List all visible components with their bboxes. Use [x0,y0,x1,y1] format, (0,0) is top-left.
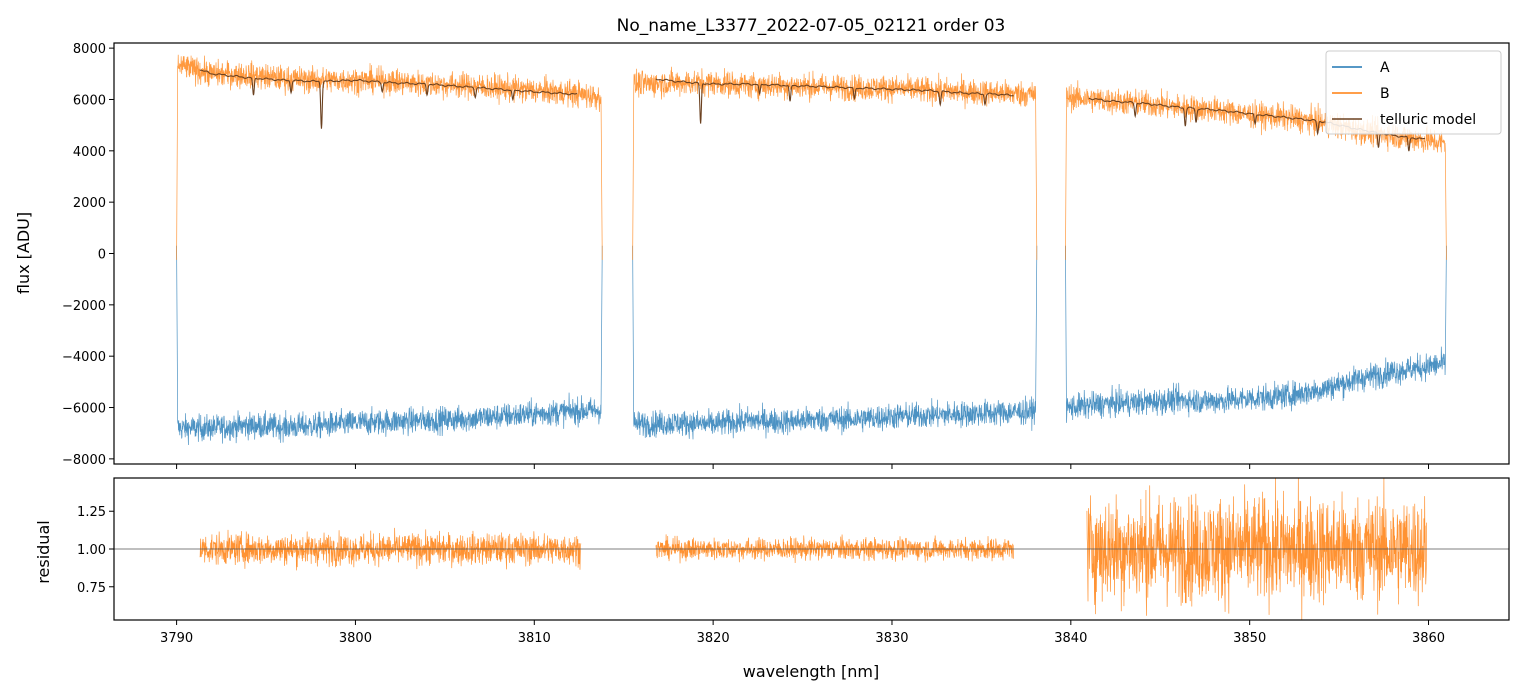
legend-label-a: A [1380,60,1390,76]
series-a-segment-3 [1065,245,1447,423]
x-tick-label: 3790 [160,631,193,646]
residual-y-tick-label: 1.00 [77,543,106,558]
residual-segment-1 [199,527,582,571]
x-tick-label: 3800 [339,631,372,646]
residual-y-tick-label: 0.75 [77,581,106,596]
flux-y-ticks: −8000 −6000 −4000 −2000 0 2000 4000 6000 8000 [62,42,114,468]
residual-series-group [114,478,1509,620]
residual-x-ticks: 3790 3800 3810 3820 3830 3840 3850 3860 [160,620,1445,646]
series-telluric-segment-2 [655,78,1014,124]
flux-y-tick-label: 4000 [73,145,106,160]
legend: A B telluric model [1325,50,1502,135]
x-tick-label: 3840 [1054,631,1087,646]
residual-y-tick-label: 1.25 [77,505,106,520]
flux-y-tick-label: 0 [98,248,106,263]
residual-y-axis-label: residual [34,520,53,583]
flux-y-tick-label: −4000 [62,350,106,365]
x-axis-label: wavelength [nm] [743,662,880,681]
residual-y-ticks: 0.75 1.00 1.25 [77,505,114,596]
flux-y-tick-label: 6000 [73,93,106,108]
flux-y-tick-label: −6000 [62,402,106,417]
flux-y-axis-label: flux [ADU] [14,212,33,294]
x-tick-label: 3850 [1233,631,1266,646]
x-tick-label: 3810 [518,631,551,646]
x-tick-label: 3820 [697,631,730,646]
flux-x-ticks [176,464,1430,469]
flux-series-group [176,54,1447,446]
legend-label-b: B [1380,86,1390,102]
legend-label-telluric: telluric model [1380,112,1476,128]
x-tick-label: 3830 [875,631,908,646]
series-a-segment-1 [176,245,603,446]
legend-box [1325,50,1502,135]
flux-y-tick-label: −8000 [62,453,106,468]
series-telluric-segment-1 [199,69,578,129]
flux-panel: −8000 −6000 −4000 −2000 0 2000 4000 6000 8000 fl… [14,42,1510,469]
flux-y-tick-label: 2000 [73,196,106,211]
flux-y-tick-label: 8000 [73,42,106,57]
x-tick-label: 3860 [1412,631,1445,646]
flux-y-tick-label: −2000 [62,299,106,314]
series-a-segment-2 [632,245,1038,440]
chart-title: No_name_L3377_2022-07-05_02121 order 03 [617,16,1006,36]
residual-segment-3 [1086,478,1427,620]
residual-panel: 0.75 1.00 1.25 3790 3800 3810 3820 3830 3840 385… [34,477,1510,681]
